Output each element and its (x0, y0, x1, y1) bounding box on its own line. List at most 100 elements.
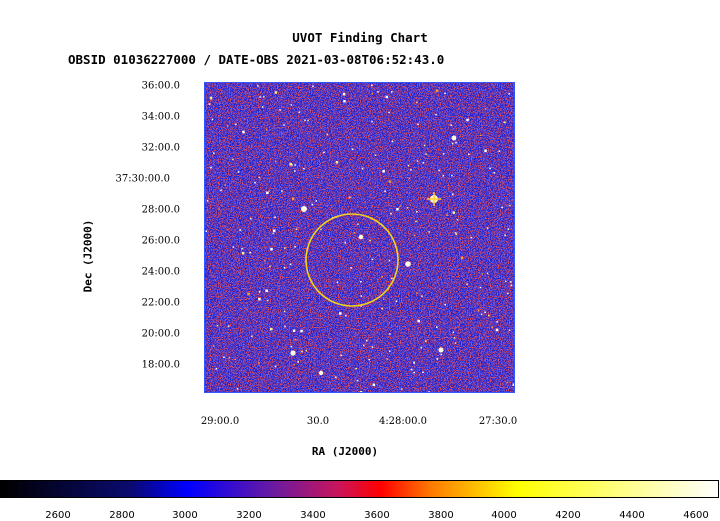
star (236, 388, 239, 390)
star (442, 153, 445, 155)
star (273, 229, 276, 232)
star (508, 93, 510, 95)
star (371, 92, 373, 95)
star (452, 193, 454, 196)
dec-tick-label: 28:00.0 (141, 204, 180, 216)
star (303, 167, 305, 170)
star (210, 166, 212, 169)
ra-tick-label: 29:00.0 (200, 416, 240, 427)
dec-tick-label: 32:00.0 (141, 142, 180, 154)
y-axis-label: Dec (J2000) (81, 219, 95, 293)
star (289, 263, 292, 265)
sky-image (204, 82, 515, 393)
star (452, 211, 455, 214)
star (323, 151, 325, 154)
star (345, 315, 347, 317)
star (428, 391, 430, 392)
star (451, 142, 454, 145)
ra-tick-label: 27:30.0 (478, 416, 518, 427)
star (484, 311, 486, 313)
star (336, 281, 339, 284)
star (444, 303, 446, 306)
star (410, 368, 413, 371)
star (205, 230, 208, 232)
star (510, 284, 513, 287)
star (468, 153, 470, 155)
star (470, 236, 472, 239)
star (218, 208, 220, 210)
star (413, 362, 415, 364)
star (425, 153, 427, 155)
star (381, 276, 383, 278)
star (417, 123, 419, 126)
star (451, 174, 453, 177)
star (481, 273, 483, 275)
star (442, 175, 444, 177)
colorbar-tick-label: 4600 (683, 510, 709, 521)
bright-star (290, 350, 296, 356)
star (289, 163, 292, 166)
stars (205, 84, 514, 392)
star (486, 227, 489, 229)
star (342, 92, 346, 96)
star (355, 367, 357, 370)
star (235, 123, 237, 126)
star (506, 381, 509, 383)
star (369, 239, 371, 242)
star (254, 181, 256, 184)
colorbar-tick-label: 2600 (45, 510, 71, 521)
star (275, 160, 277, 163)
star (446, 214, 448, 217)
bright-star (405, 261, 411, 267)
star (274, 365, 277, 368)
star (480, 313, 483, 316)
colorbar (0, 480, 719, 498)
star (249, 251, 251, 254)
star (234, 358, 237, 361)
star (284, 247, 286, 249)
star (300, 329, 303, 333)
star (251, 335, 253, 337)
star (211, 118, 214, 121)
star (508, 329, 511, 331)
star (384, 190, 386, 192)
star (241, 251, 245, 255)
star (274, 216, 276, 219)
star (505, 280, 507, 283)
star (425, 340, 427, 342)
star (223, 356, 225, 358)
star (368, 358, 370, 361)
star (258, 297, 261, 301)
star (294, 164, 296, 166)
colorbar-tick-label: 3400 (300, 510, 326, 521)
star (466, 118, 469, 122)
star (382, 170, 385, 173)
star (262, 106, 264, 108)
star (339, 312, 342, 315)
star (416, 101, 418, 104)
star (413, 361, 415, 363)
star (435, 113, 437, 116)
star (415, 220, 417, 223)
star (436, 326, 438, 328)
star (294, 338, 297, 341)
star (507, 292, 509, 295)
star (421, 295, 423, 298)
star (281, 190, 283, 192)
star (326, 133, 329, 136)
star (353, 231, 356, 234)
star (484, 149, 487, 153)
star (503, 121, 505, 123)
star (259, 96, 261, 98)
star (512, 383, 514, 386)
star (293, 363, 295, 366)
bright-star (358, 234, 364, 240)
star (454, 232, 457, 234)
star (297, 361, 299, 363)
star (213, 345, 215, 347)
star (356, 379, 359, 382)
star (224, 184, 226, 186)
dec-tick-label: 36:00.0 (141, 80, 180, 92)
dec-tick-label: 34:00.0 (141, 111, 180, 123)
star (335, 161, 339, 164)
